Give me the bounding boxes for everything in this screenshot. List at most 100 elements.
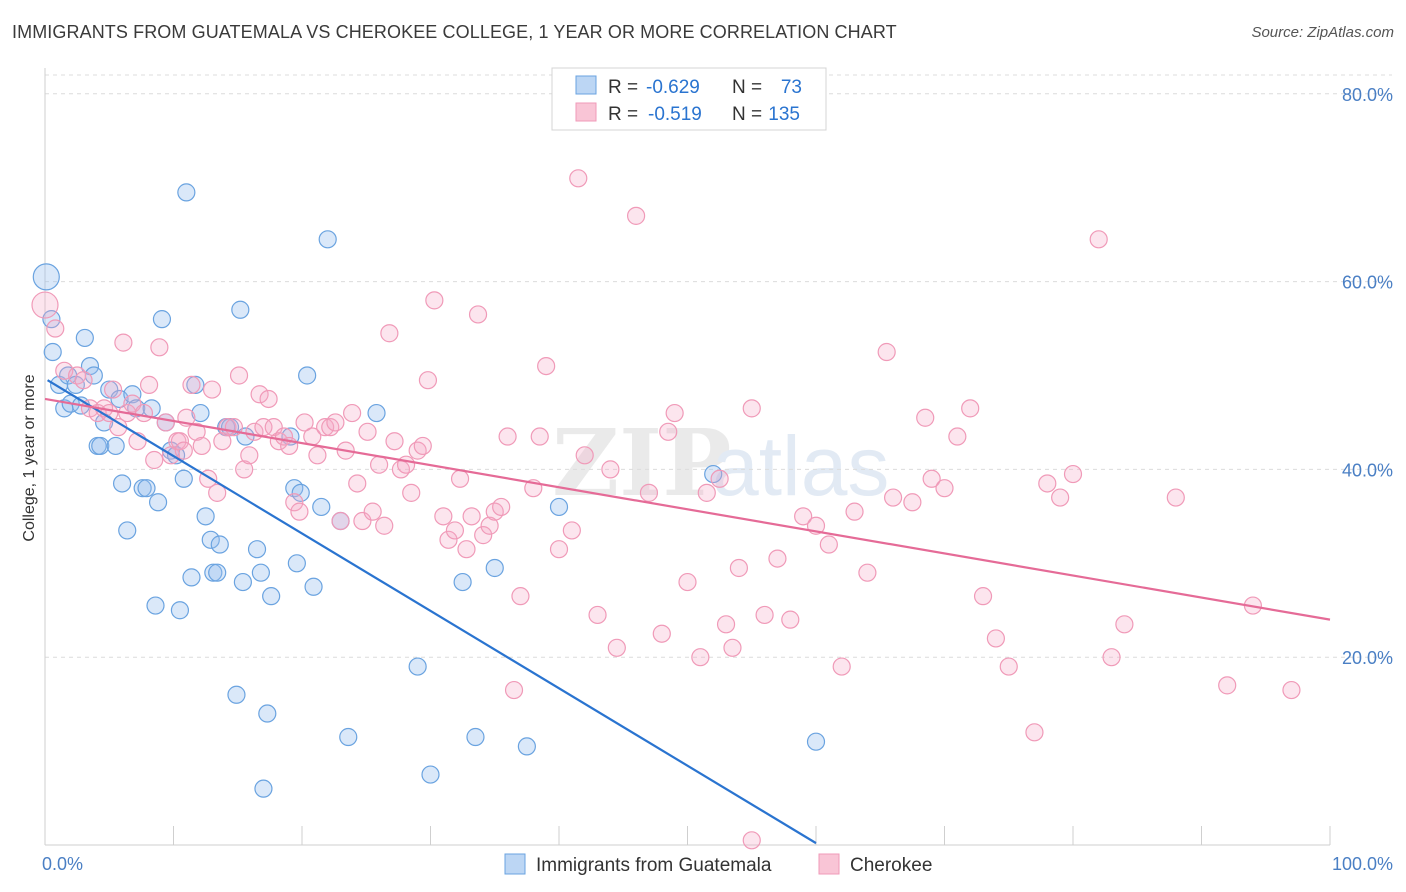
guatemala-point (291, 483, 310, 502)
source-label: Source: ZipAtlas.com (1251, 24, 1394, 41)
cherokee-point (781, 610, 800, 629)
guatemala-point (208, 563, 227, 582)
guatemala-point (233, 572, 252, 592)
legend-swatch-blue (575, 75, 597, 95)
cherokee-point (182, 375, 201, 394)
legend-item-cherokee: Cherokee (850, 855, 932, 876)
series-legend: Immigrants from Guatemala Cherokee (504, 853, 932, 876)
cherokee-point (425, 291, 444, 310)
guatemala-point (146, 596, 165, 615)
trend-lines (44, 379, 1331, 845)
cherokee-point (1102, 648, 1121, 667)
cherokee-point (1218, 676, 1237, 695)
guatemala-point (182, 568, 201, 587)
stats-legend: R = -0.629 N = 73 R = -0.519 N = 135 (551, 67, 827, 131)
cherokee-point (1115, 615, 1134, 634)
cherokee-point (46, 319, 65, 338)
cherokee-point (170, 432, 190, 451)
legend-r-value-2: -0.519 (648, 104, 702, 125)
cherokee-point (308, 446, 327, 465)
cherokee-point (363, 502, 382, 521)
cherokee-point (986, 629, 1006, 648)
guatemala-point (453, 572, 472, 592)
cherokee-point (457, 540, 476, 559)
guatemala-point (133, 479, 152, 498)
guatemala-point (42, 310, 61, 329)
cherokee-point (229, 366, 249, 385)
y-tick-label-20: 20.0% (1342, 648, 1393, 668)
guatemala-point (304, 577, 323, 596)
guatemala-point (517, 737, 536, 756)
watermark: ZIP atlas (552, 409, 889, 517)
guatemala-point (91, 436, 110, 456)
y-axis-label: College, 1 year or more (21, 374, 38, 541)
guatemala-point (312, 497, 331, 517)
cherokee-point (468, 305, 488, 324)
cherokee-point (235, 460, 254, 479)
cherokee-point (1038, 474, 1057, 493)
cherokee-point (716, 615, 736, 634)
cherokee-point (626, 206, 646, 225)
guatemala-point (75, 328, 94, 348)
legend-item-guatemala: Immigrants from Guatemala (536, 855, 772, 876)
guatemala-point (549, 497, 569, 517)
guatemala-point (177, 183, 196, 202)
cherokee-point (877, 342, 896, 362)
cherokee-point (202, 380, 222, 399)
cherokee-point (511, 587, 530, 606)
cherokee-point (691, 648, 710, 667)
cherokee-point (537, 356, 556, 376)
cherokee-point (134, 403, 154, 423)
legend-n-label-1: N = (732, 77, 762, 98)
guatemala-point (367, 403, 386, 423)
guatemala-point (485, 558, 504, 578)
cherokee-point (418, 371, 438, 390)
cherokee-point (723, 638, 742, 657)
cherokee-point (208, 483, 227, 502)
legend-r-label-2: R = (608, 104, 638, 125)
y-tick-label-60: 60.0% (1342, 273, 1393, 293)
cherokee-point (659, 422, 678, 441)
cherokee-point (396, 455, 416, 474)
legend-n-label-2: N = (732, 104, 762, 125)
cherokee-point (1025, 723, 1044, 742)
cherokee-point (114, 333, 133, 352)
cherokee-point (973, 587, 993, 606)
x-tick-labels: 0.0% 100.0% (42, 854, 1393, 874)
series-cherokee-points (31, 169, 1301, 850)
cherokee-point (922, 469, 941, 488)
cherokee-point (639, 483, 659, 502)
cherokee-point (549, 540, 569, 559)
cherokee-point (31, 291, 59, 319)
cherokee-point (370, 455, 389, 474)
grid-lines (45, 74, 1392, 658)
cherokee-point (1051, 488, 1070, 507)
cherokee-point (434, 507, 453, 526)
guatemala-point (287, 554, 306, 573)
watermark-atlas: atlas (712, 419, 889, 513)
cherokee-point (768, 549, 787, 568)
cherokee-point (678, 572, 697, 592)
y-tick-label-40: 40.0% (1342, 460, 1393, 480)
cherokee-point (961, 399, 980, 418)
cherokee-point (174, 441, 193, 460)
cherokee-point (504, 680, 524, 700)
cherokee-point (104, 380, 123, 399)
cherokee-point (402, 483, 421, 502)
cherokee-point (794, 507, 813, 526)
guatemala-point (137, 479, 156, 498)
cherokee-point (710, 469, 729, 488)
guatemala-point (106, 436, 125, 456)
guatemala-point (421, 765, 440, 784)
cherokee-trend-line (44, 397, 1331, 621)
legend-n-value-2: 135 (768, 104, 800, 125)
cherokee-point (575, 446, 594, 465)
cherokee-point (883, 488, 903, 507)
guatemala-point (152, 310, 172, 329)
cherokee-point (450, 469, 470, 488)
cherokee-point (729, 558, 749, 578)
cherokee-point (240, 446, 259, 465)
cherokee-point (1089, 230, 1108, 249)
guatemala-point (186, 375, 205, 394)
guatemala-point (466, 727, 485, 747)
